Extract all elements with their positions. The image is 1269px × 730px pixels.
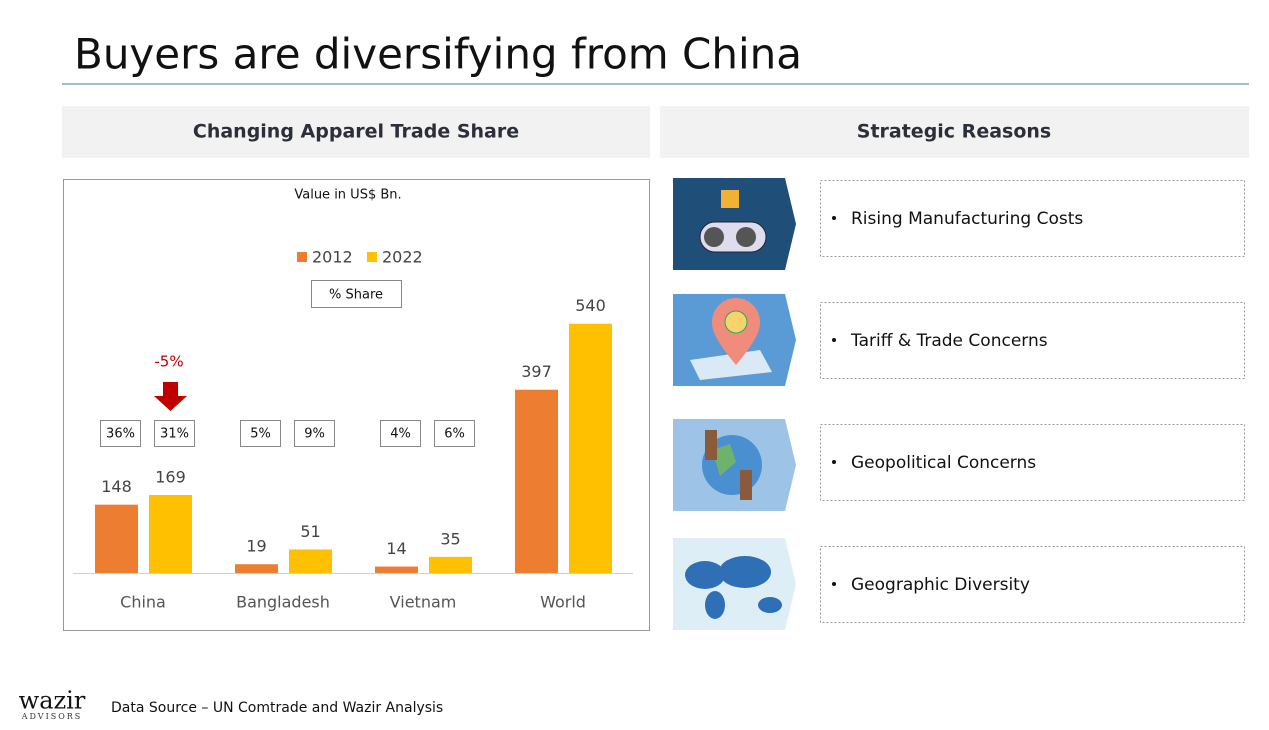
logo: wazir (19, 687, 86, 715)
right-heading: Strategic Reasons (857, 121, 1051, 143)
share-box (434, 420, 475, 447)
bar (569, 323, 612, 573)
legend-swatch (297, 252, 307, 262)
annotation: -5% (154, 353, 183, 371)
value-label: 51 (300, 522, 320, 541)
reason-text: Geographic Diversity (851, 575, 1030, 595)
left-heading: Changing Apparel Trade Share (193, 121, 519, 143)
reason-text: Geopolitical Concerns (851, 453, 1036, 473)
reason-text: Tariff & Trade Concerns (850, 331, 1048, 351)
bullet (832, 582, 836, 586)
share-label: 9% (304, 427, 325, 442)
reason-text: Rising Manufacturing Costs (851, 209, 1083, 229)
bullet (832, 216, 836, 220)
left-heading-box (62, 106, 650, 158)
share-box (294, 420, 335, 447)
icon-manufacturing (673, 178, 796, 270)
share-box (100, 420, 141, 447)
right-heading-box (660, 106, 1249, 158)
icon-tariff (673, 294, 796, 386)
bar (429, 556, 472, 573)
value-label: 35 (440, 529, 460, 548)
bar (95, 504, 138, 573)
down-arrow (154, 382, 187, 411)
x-tick-label: Vietnam (390, 593, 457, 612)
x-tick-label: China (120, 593, 166, 612)
reason-box (820, 424, 1245, 501)
bar (289, 549, 332, 573)
chart-subtitle: Value in US$ Bn. (294, 188, 401, 203)
bullet (832, 460, 836, 464)
reason-box (820, 302, 1245, 379)
share-title: % Share (329, 288, 383, 303)
bar (149, 494, 192, 573)
x-tick-label: Bangladesh (236, 593, 330, 612)
bar (515, 389, 558, 573)
legend-label: 2012 (312, 248, 353, 267)
share-title-box (311, 280, 402, 308)
share-box (154, 420, 195, 447)
bullet (832, 338, 836, 342)
value-label: 148 (101, 477, 132, 496)
reason-box (820, 546, 1245, 623)
share-label: 4% (390, 427, 411, 442)
share-label: 31% (160, 427, 189, 442)
reason-box (820, 180, 1245, 257)
bar (235, 564, 278, 573)
slide-title: Buyers are diversifying from China (74, 30, 802, 79)
value-label: 19 (246, 537, 266, 556)
share-label: 36% (106, 427, 135, 442)
chart: 2012 2022 China 148 36% 169 31% Bangladesh 19 5% 5… (95, 248, 612, 612)
share-box (380, 420, 421, 447)
share-box (240, 420, 281, 447)
value-label: 540 (575, 296, 606, 315)
icon-geography (673, 538, 796, 630)
legend-swatch (367, 252, 377, 262)
icon-geopolitics (673, 419, 796, 511)
share-label: 5% (250, 427, 271, 442)
data-source: Data Source – UN Comtrade and Wazir Anal… (111, 700, 443, 716)
value-label: 169 (155, 467, 186, 486)
reasons: Rising Manufacturing Costs Tariff & Trade… (820, 180, 1245, 623)
legend-label: 2022 (382, 248, 423, 267)
value-label: 397 (521, 362, 552, 381)
share-label: 6% (444, 427, 465, 442)
x-tick-label: World (540, 593, 586, 612)
logo-sub: ADVISORS (21, 712, 83, 721)
bar (375, 566, 418, 573)
value-label: 14 (386, 539, 406, 558)
